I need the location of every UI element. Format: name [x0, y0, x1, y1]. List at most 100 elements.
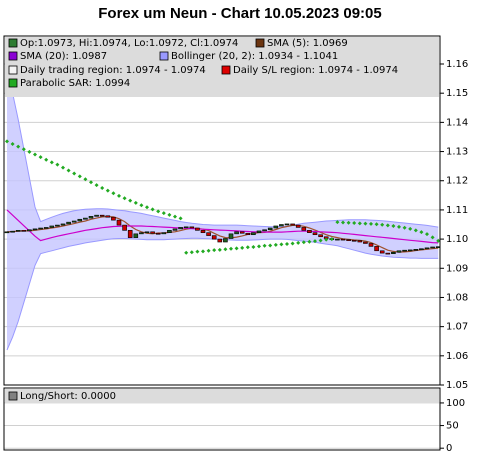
sar-dot — [245, 245, 250, 250]
candle-body — [133, 233, 139, 238]
sar-dot — [5, 139, 9, 144]
candle-body — [312, 232, 318, 236]
candle-body — [116, 219, 122, 226]
sar-dot — [77, 174, 82, 179]
candle-body — [94, 214, 99, 217]
sar-dot — [100, 186, 105, 191]
candle-body — [407, 249, 413, 252]
sar-dot — [223, 247, 228, 252]
candle-body — [402, 249, 407, 252]
candle-body — [223, 238, 228, 243]
candle-body — [127, 230, 133, 238]
candle-body — [357, 240, 363, 243]
candle-body — [99, 214, 105, 217]
sar-dot — [117, 193, 121, 198]
candle-body — [32, 228, 38, 231]
sar-dot — [33, 152, 37, 157]
candle-body — [419, 248, 424, 251]
candle-body — [105, 215, 111, 218]
candle-body — [15, 230, 21, 232]
sar-dot — [133, 200, 138, 205]
candle-body — [413, 249, 419, 251]
sar-dot — [279, 242, 284, 247]
legend-swatch — [159, 51, 169, 61]
candle-body — [83, 217, 88, 220]
sar-dot — [217, 247, 222, 252]
sar-dot — [419, 230, 424, 235]
y-tick-label: 1.12 — [446, 176, 468, 187]
bollinger-upper — [6, 69, 439, 228]
sar-dot — [296, 240, 301, 245]
sar-dot — [38, 155, 43, 160]
sar-dot — [89, 180, 93, 185]
y-tick-label: 50 — [446, 421, 459, 432]
candle-body — [279, 224, 284, 227]
y-tick-label: 1.09 — [446, 263, 468, 274]
candle-body — [167, 230, 172, 233]
legend-swatch — [8, 38, 18, 48]
candle-body — [178, 227, 183, 230]
sar-dot — [262, 243, 267, 248]
y-tick-label: 1.11 — [446, 205, 468, 216]
candle-body — [379, 250, 385, 254]
candle-body — [66, 221, 71, 225]
plot-frame — [3, 35, 441, 386]
candle-body — [206, 232, 211, 236]
sar-dot — [145, 205, 149, 210]
legend-label: Bollinger (20, 2): 1.0934 - 1.1041 — [171, 51, 338, 62]
sar-dot — [385, 223, 390, 228]
sar-dot — [44, 157, 49, 162]
sar-dot — [66, 168, 71, 173]
candle-body — [60, 223, 66, 226]
sar-dot — [94, 183, 99, 188]
sar-dot — [49, 160, 54, 165]
sar-dot — [301, 240, 306, 245]
sar-dot — [324, 237, 329, 242]
candle-body — [189, 226, 195, 229]
bollinger-lower — [6, 237, 439, 351]
bollinger-band-area — [7, 69, 439, 351]
candle-body — [200, 230, 206, 233]
legend-swatch — [8, 65, 18, 75]
candle-body — [161, 232, 167, 235]
chart-title: Forex um Neun - Chart 10.05.2023 09:05 — [98, 5, 381, 22]
candle-body — [391, 251, 396, 254]
sar-dot — [189, 250, 194, 255]
sar-dot — [178, 216, 183, 221]
legend-label: Op:1.0973, Hi:1.0974, Lo:1.0972, Cl:1.09… — [20, 38, 238, 49]
sar-dot — [273, 242, 278, 247]
candle-body — [262, 229, 267, 232]
sar-dot — [55, 162, 60, 167]
sar-dot — [408, 226, 413, 231]
candle-body — [430, 246, 435, 249]
sar-dot — [206, 248, 211, 253]
plot-frame — [3, 387, 441, 451]
candle-body — [195, 227, 200, 231]
candle-body — [71, 220, 77, 223]
sar-dot — [195, 249, 200, 254]
sar-dot — [122, 196, 127, 201]
y-tick-label: 1.15 — [446, 88, 468, 99]
y-tick-label: 1.06 — [446, 351, 468, 362]
sar-dot — [251, 244, 256, 249]
candle-body — [363, 241, 368, 244]
y-tick-label: 1.08 — [446, 292, 468, 303]
candle-body — [267, 227, 273, 231]
sar-dot — [268, 243, 273, 248]
candle-body — [351, 239, 357, 242]
candle-body — [172, 228, 178, 231]
candle-body — [217, 238, 223, 243]
y-tick-label: 1.07 — [446, 322, 468, 333]
candle-body — [284, 223, 290, 226]
sar-dot — [369, 221, 373, 226]
y-tick-label: 100 — [446, 398, 465, 409]
legend-swatch — [8, 78, 18, 88]
sar-dot — [173, 214, 177, 219]
sar-dot — [201, 249, 205, 254]
sar-dot — [430, 235, 435, 240]
sar-dot — [105, 188, 110, 193]
sar-dot — [229, 246, 233, 251]
candle-body — [111, 216, 116, 221]
candle-body — [4, 231, 10, 234]
candle-body — [239, 231, 245, 234]
